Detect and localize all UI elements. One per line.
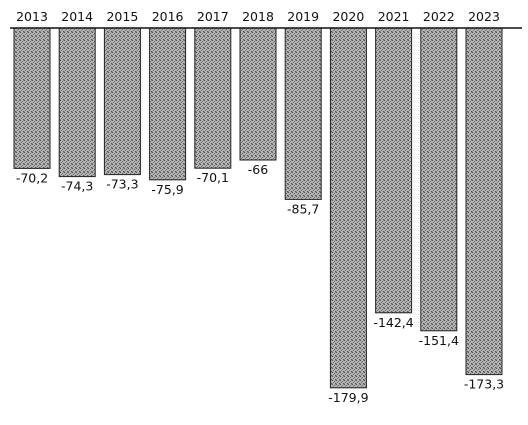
year-label-2023: 2023	[468, 9, 500, 24]
value-label-2015: -73,3	[106, 177, 138, 192]
bar-2020	[329, 27, 367, 389]
year-label-2013: 2013	[16, 9, 48, 24]
bar-2022	[420, 27, 458, 332]
bar-2014	[58, 27, 96, 178]
bar-2019	[284, 27, 322, 200]
value-label-2023: -173,3	[464, 377, 504, 392]
value-label-2019: -85,7	[287, 201, 319, 216]
year-label-2016: 2016	[152, 9, 184, 24]
year-label-2019: 2019	[287, 9, 319, 24]
value-label-2020: -179,9	[328, 390, 368, 405]
value-label-2021: -142,4	[373, 315, 413, 330]
bar-2018	[239, 27, 277, 161]
year-label-2014: 2014	[61, 9, 93, 24]
value-label-2014: -74,3	[61, 179, 93, 194]
bars-group	[13, 27, 503, 389]
bar-2023	[465, 27, 503, 376]
value-label-2018: -66	[248, 162, 268, 177]
bar-2016	[149, 27, 187, 181]
value-label-2016: -75,9	[151, 182, 183, 197]
bar-2015	[103, 27, 141, 176]
bar-2013	[13, 27, 51, 169]
value-label-2022: -151,4	[419, 333, 459, 348]
year-label-2021: 2021	[378, 9, 410, 24]
year-label-2015: 2015	[106, 9, 138, 24]
value-labels-group: -70,2 -74,3 -73,3 -75,9 -70,1 -66 -85,7 -179,9 -…	[16, 162, 504, 405]
year-label-2018: 2018	[242, 9, 274, 24]
year-labels-group: 2013 2014 2015 2016 2017 2018 2019 2020 2021 2022…	[16, 9, 500, 24]
year-label-2017: 2017	[197, 9, 229, 24]
bar-2017	[194, 27, 232, 169]
year-label-2020: 2020	[332, 9, 364, 24]
value-label-2013: -70,2	[16, 170, 48, 185]
bar-2021	[375, 27, 413, 314]
year-label-2022: 2022	[423, 9, 455, 24]
value-label-2017: -70,1	[197, 170, 229, 185]
